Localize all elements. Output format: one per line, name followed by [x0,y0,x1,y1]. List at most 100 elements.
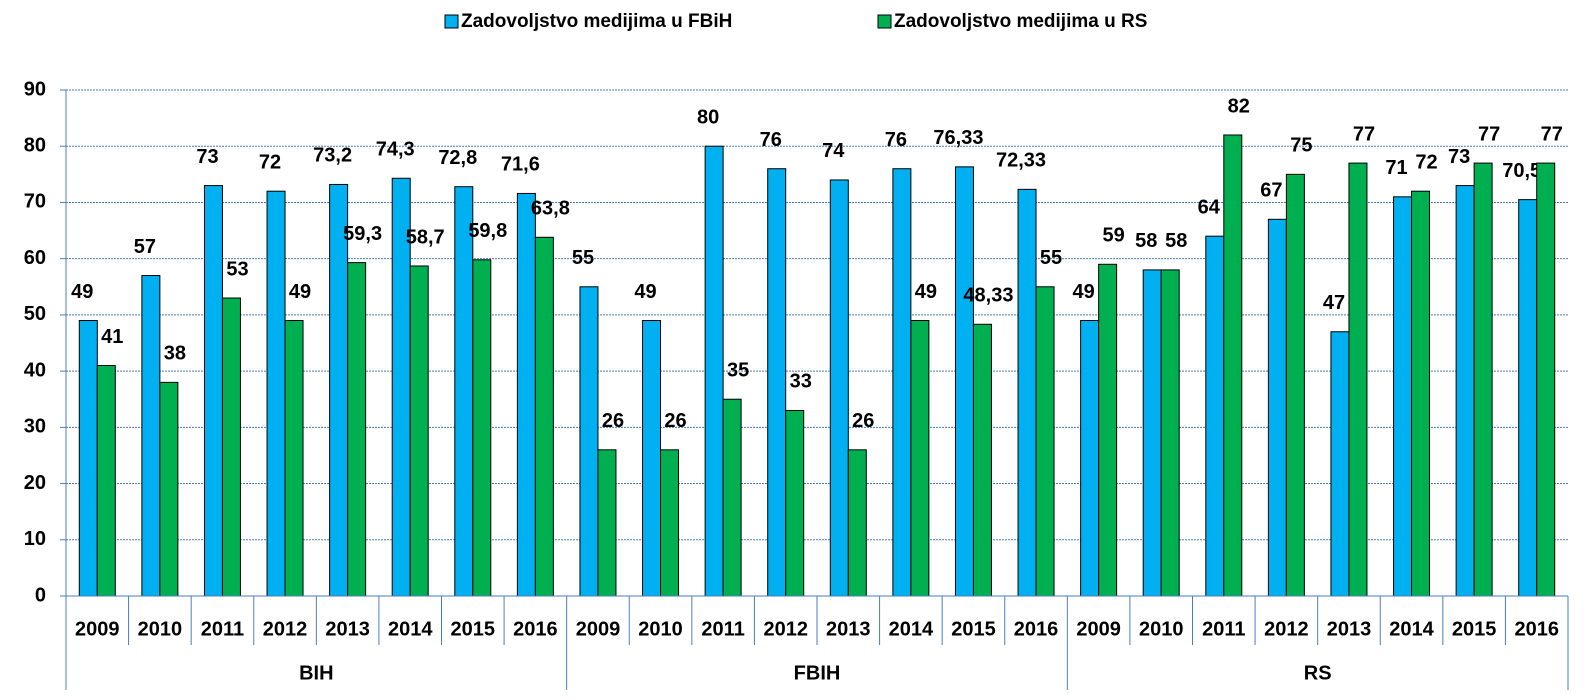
bar [722,398,742,597]
bar [1160,269,1180,597]
bar [329,183,349,597]
x-tick-label: 2011 [701,618,744,640]
bar [266,190,286,597]
bar [1536,162,1556,597]
bar [1411,190,1431,597]
x-tick-label: 2013 [325,618,370,640]
data-label: 58 [1165,230,1187,252]
x-tick-label: 2014 [388,618,433,640]
bar [910,320,930,597]
bar [454,186,474,597]
x-tick-label: 2013 [826,618,871,640]
y-tick-label: 70 [24,191,46,213]
data-label: 59 [1103,225,1125,247]
bar [472,259,492,597]
data-label: 73 [1448,146,1470,168]
bar [1223,134,1243,597]
bar [642,320,662,597]
x-tick-label: 2012 [763,618,808,640]
bar [767,168,787,597]
data-label: 73,2 [313,145,352,167]
data-label: 72 [1415,151,1437,173]
bar [954,166,974,597]
bar [1017,188,1037,597]
x-tick-label: 2011 [1202,618,1245,640]
bar [1518,199,1538,597]
y-tick-label: 90 [24,78,46,100]
bar [1142,269,1162,597]
legend-swatch [877,14,892,29]
data-label: 26 [664,410,686,432]
data-label: 35 [727,360,749,382]
data-label: 49 [289,281,311,303]
bar [534,236,554,597]
bar [579,286,599,597]
x-tick-label: 2016 [1014,618,1059,640]
data-label: 74 [822,140,845,162]
y-tick-label: 30 [24,416,46,438]
x-tick-label: 2015 [1452,618,1497,640]
data-label: 72,33 [996,150,1046,172]
data-label: 80 [697,107,719,129]
group-label: FBIH [794,662,841,684]
data-label: 55 [1040,247,1062,269]
x-tick-label: 2014 [889,618,934,640]
bar [847,449,867,597]
bar [1098,263,1118,597]
data-label: 49 [71,281,93,303]
data-label: 73 [196,146,218,168]
bar [284,320,304,597]
data-label: 77 [1353,123,1375,145]
data-label: 70,5 [1502,160,1541,182]
data-label: 48,33 [963,285,1013,307]
x-tick-label: 2009 [1076,618,1121,640]
x-tick-label: 2010 [138,618,183,640]
data-label: 58 [1135,230,1157,252]
data-label: 63,8 [531,198,570,220]
bar [96,364,116,597]
data-label: 67 [1260,180,1282,202]
x-tick-label: 2009 [75,618,120,640]
y-tick-label: 0 [35,584,46,606]
bar [141,275,161,597]
data-label: 53 [226,258,248,280]
data-label: 38 [164,343,186,365]
data-label: 64 [1198,196,1221,218]
x-tick-label: 2014 [1389,618,1434,640]
bar [704,145,724,597]
bar [1035,286,1055,597]
data-label: 71,6 [501,154,540,176]
y-tick-label: 60 [24,247,46,269]
bar [516,192,536,597]
bar [221,297,241,597]
bar [1393,196,1413,597]
data-label: 82 [1228,95,1250,117]
data-label: 55 [572,247,594,269]
data-label: 77 [1541,123,1563,145]
x-tick-label: 2010 [1139,618,1184,640]
bar [1455,185,1475,597]
y-tick-label: 40 [24,359,46,381]
x-tick-label: 2015 [951,618,996,640]
x-tick-label: 2016 [1514,618,1559,640]
data-label: 26 [852,410,874,432]
group-label: BIH [299,662,333,684]
x-tick-label: 2010 [638,618,683,640]
data-label: 71 [1385,157,1407,179]
data-label: 41 [101,326,123,348]
data-label: 72 [259,151,281,173]
y-tick-label: 50 [24,303,46,325]
data-label: 72,8 [438,147,477,169]
x-tick-label: 2012 [263,618,308,640]
x-tick-label: 2015 [451,618,496,640]
data-label: 26 [602,410,624,432]
bar [785,409,805,597]
bar [1267,218,1287,597]
x-tick-label: 2009 [576,618,621,640]
data-label: 76 [885,129,907,151]
bar [972,323,992,597]
data-label: 77 [1478,123,1500,145]
bar [660,449,680,597]
data-label: 57 [134,236,156,258]
